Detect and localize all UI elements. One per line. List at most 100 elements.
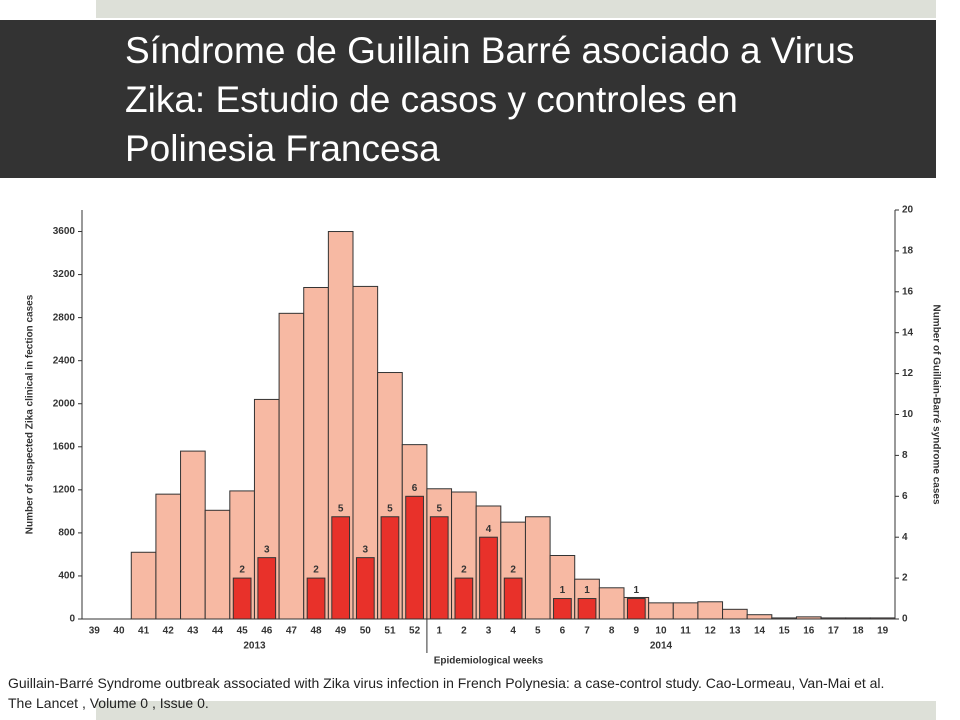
x-tick-label: 17 <box>828 626 840 637</box>
x-tick-label: 2 <box>461 626 467 637</box>
y2-tick-label: 18 <box>902 246 914 257</box>
x-tick-label: 45 <box>237 626 249 637</box>
y2-tick-label: 20 <box>902 205 914 216</box>
x-tick-label: 39 <box>89 626 101 637</box>
x-tick-label: 15 <box>779 626 791 637</box>
gbs-bar <box>577 598 597 620</box>
y2-tick-label: 0 <box>902 614 908 625</box>
gbs-bar <box>380 516 400 620</box>
zika-bar <box>771 617 797 620</box>
y2-tick-label: 14 <box>902 327 914 338</box>
x-tick-label: 18 <box>852 626 864 637</box>
zika-bar <box>180 450 206 620</box>
gbs-label: 1 <box>634 585 640 596</box>
x-axis-title: Epidemiological weeks <box>434 656 544 667</box>
x-tick-label: 50 <box>360 626 372 637</box>
x-tick-label: 47 <box>286 626 298 637</box>
x-tick-label: 51 <box>384 626 396 637</box>
gbs-label: 3 <box>363 544 369 555</box>
gbs-label: 2 <box>510 565 516 576</box>
gbs-label: 5 <box>338 503 344 514</box>
y-tick-label: 2800 <box>53 312 76 323</box>
x-tick-label: 43 <box>187 626 199 637</box>
x-tick-label: 13 <box>729 626 741 637</box>
gbs-bar <box>232 577 252 620</box>
y2-tick-label: 4 <box>902 532 908 543</box>
zika-bar <box>869 617 896 620</box>
gbs-label: 2 <box>461 565 467 576</box>
y-tick-label: 3200 <box>53 269 76 280</box>
x-tick-label: 10 <box>655 626 667 637</box>
y-tick-label: 400 <box>58 571 75 582</box>
x-tick-label: 19 <box>877 626 889 637</box>
gbs-bar <box>626 598 646 620</box>
y2-tick-label: 8 <box>902 450 908 461</box>
year-label: 2013 <box>243 641 266 652</box>
caption: Guillain-Barré Syndrome outbreak associa… <box>8 675 885 711</box>
gbs-bar <box>355 557 375 620</box>
x-tick-label: 44 <box>212 626 224 637</box>
zika-bar <box>130 551 157 620</box>
x-tick-label: 11 <box>680 626 691 637</box>
gbs-label: 1 <box>584 585 590 596</box>
x-tick-label: 40 <box>113 626 125 637</box>
y2-axis-title: Number of Guillain-Barré syndrome cases <box>930 304 941 505</box>
gbs-bar <box>331 516 351 620</box>
gbs-label: 5 <box>387 503 393 514</box>
zika-bar <box>820 617 847 620</box>
gbs-label: 2 <box>239 565 245 576</box>
gbs-label: 6 <box>412 483 418 494</box>
gbs-bar <box>306 577 326 620</box>
y-tick-label: 2000 <box>53 398 76 409</box>
title-box <box>0 20 936 178</box>
zika-bar <box>278 312 305 620</box>
gbs-bar <box>454 577 474 620</box>
gbs-label: 3 <box>264 544 270 555</box>
year-label: 2014 <box>650 641 673 652</box>
gbs-bar <box>553 598 572 620</box>
bottom-strip <box>96 701 936 720</box>
gbs-label: 5 <box>436 503 442 514</box>
x-tick-label: 46 <box>261 626 273 637</box>
gbs-label: 1 <box>560 585 566 596</box>
zika-bar <box>746 614 773 620</box>
x-tick-label: 16 <box>803 626 815 637</box>
gbs-bar <box>479 536 498 620</box>
y-tick-label: 3600 <box>53 226 76 237</box>
x-tick-label: 3 <box>486 626 492 637</box>
x-tick-label: 4 <box>510 626 516 637</box>
y2-tick-label: 2 <box>902 573 908 584</box>
x-tick-label: 41 <box>138 626 150 637</box>
y2-tick-label: 16 <box>902 286 914 297</box>
gbs-bar <box>429 516 449 620</box>
y-tick-label: 1600 <box>53 441 76 452</box>
y-tick-label: 1200 <box>53 484 76 495</box>
y2-tick-label: 12 <box>902 368 914 379</box>
x-tick-label: 8 <box>609 626 615 637</box>
zika-bar <box>722 608 748 620</box>
gbs-bar <box>257 557 277 620</box>
y2-tick-label: 10 <box>902 409 914 420</box>
x-tick-label: 1 <box>436 626 442 637</box>
y2-tick-label: 6 <box>902 491 908 502</box>
y-tick-label: 0 <box>69 614 75 625</box>
zika-bar <box>648 602 674 620</box>
x-tick-label: 5 <box>535 626 541 637</box>
x-tick-label: 48 <box>310 626 322 637</box>
x-tick-label: 9 <box>634 626 640 637</box>
zika-bar <box>845 617 871 620</box>
x-tick-label: 6 <box>560 626 566 637</box>
zika-bar <box>795 616 822 620</box>
x-tick-label: 14 <box>754 626 766 637</box>
x-tick-label: 52 <box>409 626 421 637</box>
gbs-bar <box>405 495 424 620</box>
x-tick-label: 42 <box>163 626 175 637</box>
zika-bar <box>697 601 724 620</box>
y-tick-label: 2400 <box>53 355 76 366</box>
zika-bar <box>155 493 182 620</box>
gbs-label: 4 <box>486 524 492 535</box>
top-strip <box>96 0 936 18</box>
y-tick-label: 800 <box>58 528 75 539</box>
